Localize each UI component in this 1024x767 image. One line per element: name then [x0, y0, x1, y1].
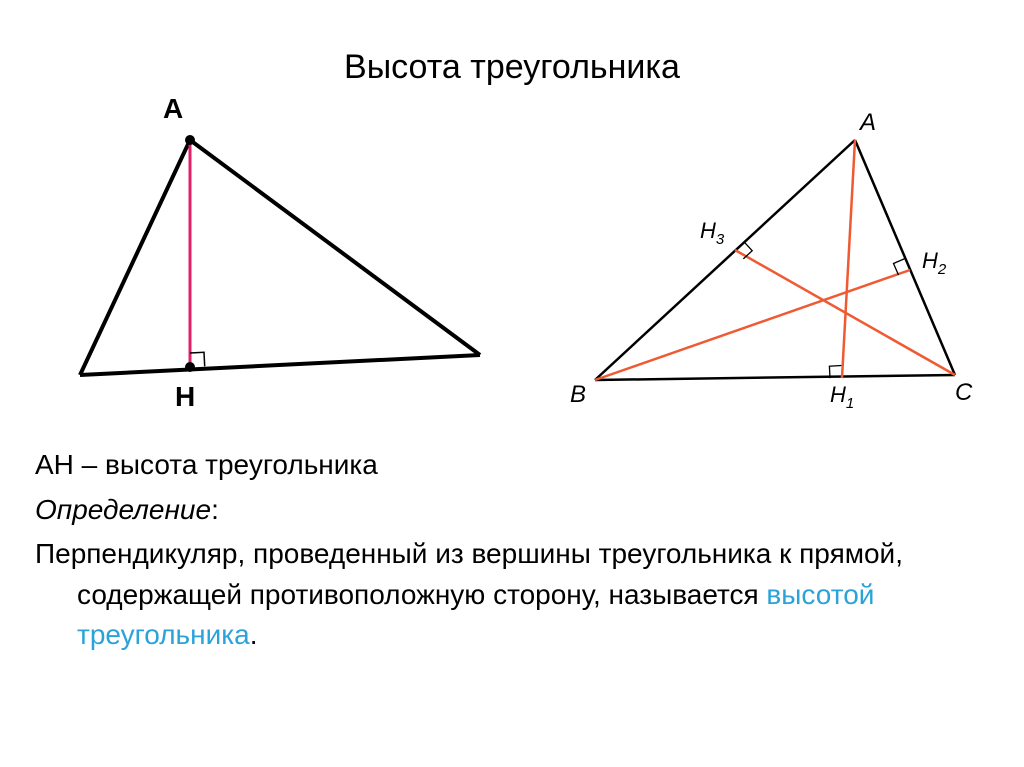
def-label: Определение: [35, 494, 211, 525]
label-H2: H2: [922, 248, 947, 278]
label-A-r: A: [858, 109, 876, 136]
altitude-B-H2: [595, 270, 910, 380]
side-BC-r: [595, 375, 955, 380]
page-title: Высота треугольника: [0, 48, 1024, 87]
vertex-A-dot: [185, 135, 195, 145]
line-definition-label: Определение:: [35, 490, 995, 531]
side-AB-r: [595, 140, 855, 380]
def-period: .: [250, 619, 258, 650]
label-A: A: [163, 93, 183, 125]
side-BC: [80, 355, 480, 375]
line-ah-post: высота треугольника: [105, 449, 378, 480]
label-H: H: [175, 381, 195, 413]
definition-text: Перпендикуляр, проведенный из вершины тр…: [35, 534, 995, 656]
line-ah: AH – высота треугольника: [35, 445, 995, 486]
vertex-H-dot: [185, 362, 195, 372]
label-C-r: C: [955, 379, 973, 406]
side-AC: [190, 140, 480, 355]
definition-block: AH – высота треугольника Определение: Пе…: [35, 445, 995, 660]
label-B-r: B: [570, 381, 586, 408]
side-AB: [80, 140, 190, 375]
right-triangle-diagram: A B C H1 H2 H3: [560, 100, 1000, 420]
left-triangle-diagram: [60, 120, 500, 390]
line-ah-pre: AH –: [35, 449, 105, 480]
altitude-A-H1: [842, 140, 855, 378]
label-H3: H3: [700, 218, 725, 248]
def-colon: :: [211, 494, 219, 525]
label-H1: H1: [830, 382, 854, 412]
side-AC-r: [855, 140, 955, 375]
